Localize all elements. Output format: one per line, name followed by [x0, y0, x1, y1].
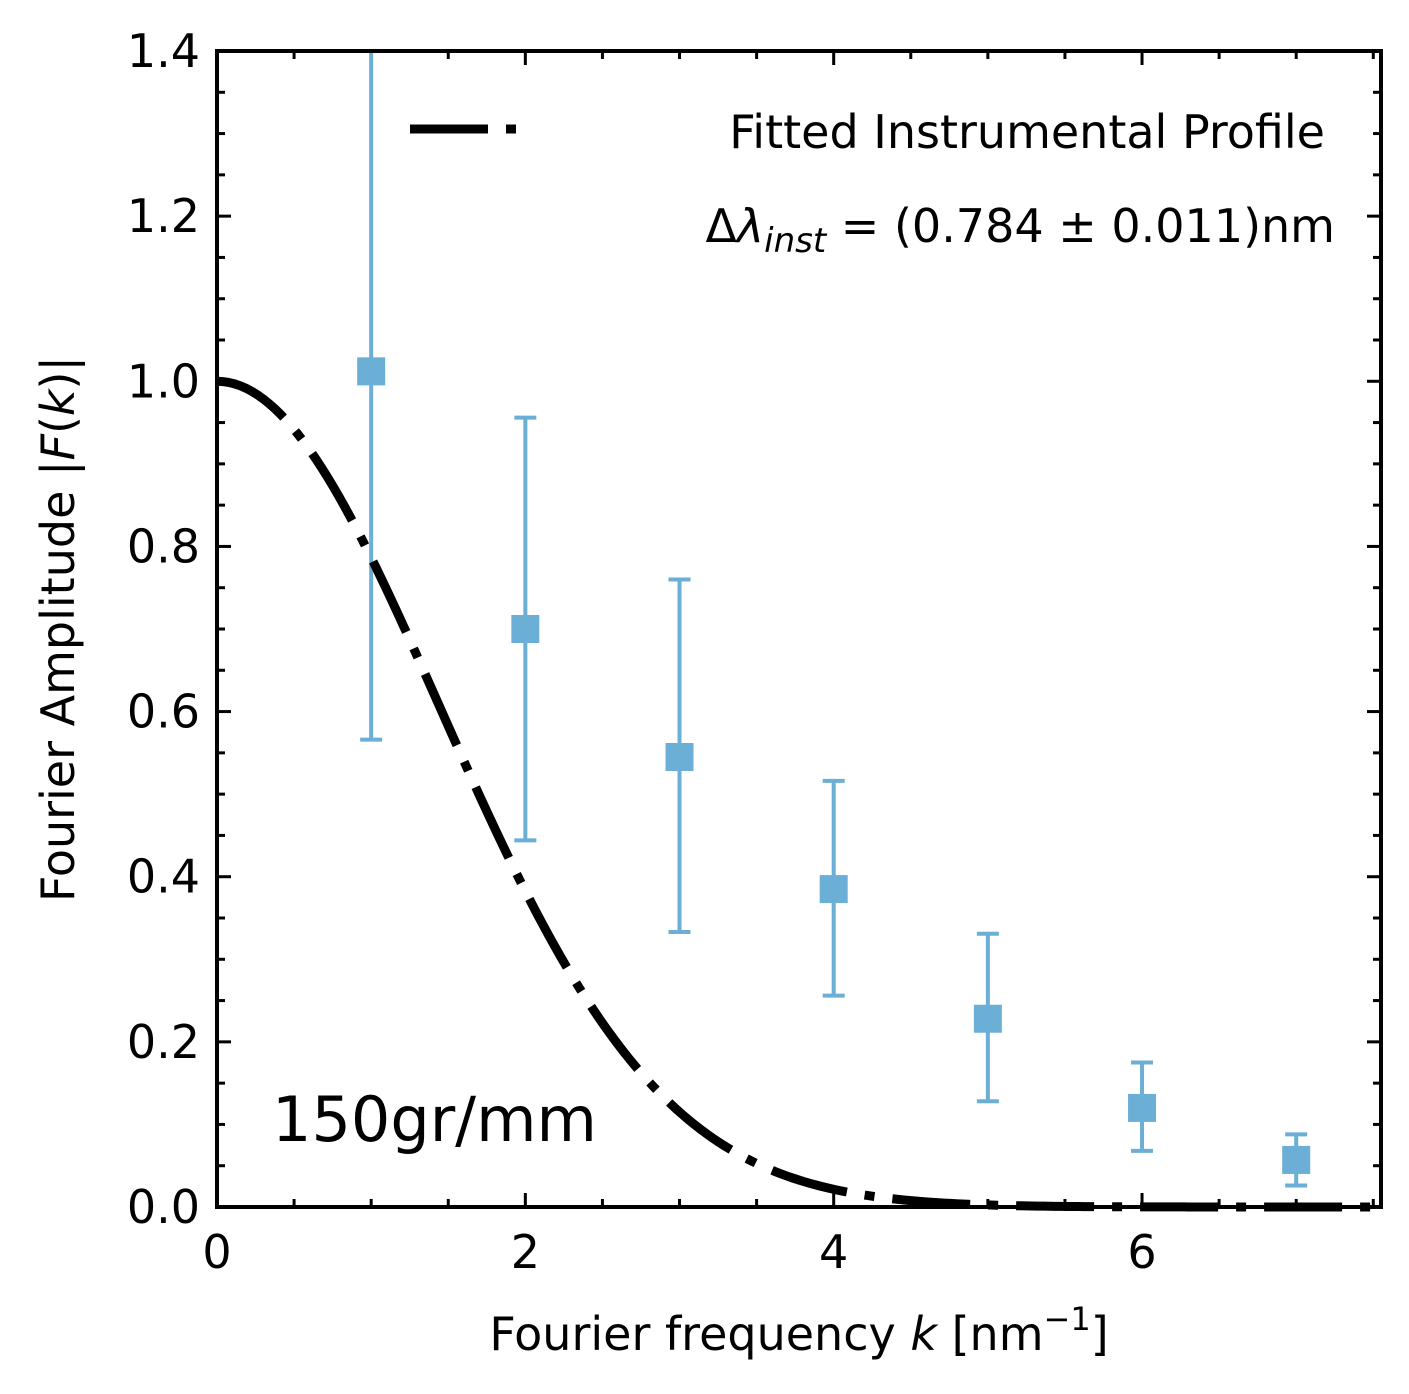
data-point-marker [973, 1004, 1002, 1033]
y-tick-label: 0.6 [127, 685, 200, 739]
data-layer [357, 49, 1311, 1188]
y-tick-label: 0.8 [127, 519, 200, 573]
data-point-marker [357, 357, 386, 386]
y-tick-label: 1.4 [127, 24, 200, 78]
y-axis-title: Fourier Amplitude |F(k)| [31, 356, 86, 902]
data-point-marker [511, 615, 540, 643]
data-point-marker [1282, 1145, 1311, 1174]
x-tick-labels: 0 2 4 6 [202, 1225, 1156, 1279]
y-tick-label: 1.0 [127, 354, 200, 408]
grating-annotation: 150gr/mm [272, 1083, 597, 1156]
x-tick-label: 0 [202, 1225, 231, 1279]
x-tick-label: 4 [819, 1225, 848, 1279]
y-tick-label: 0.2 [127, 1015, 200, 1069]
data-point-marker [665, 742, 694, 771]
legend-label: Fitted Instrumental Profile [729, 105, 1325, 159]
x-tick-label: 2 [511, 1225, 540, 1279]
data-point-marker [819, 875, 848, 904]
x-axis-title: Fourier frequency k [nm−1] [489, 1300, 1108, 1361]
axes-frame [215, 49, 1383, 1209]
y-tick-labels: 0.0 0.2 0.4 0.6 0.8 1.0 1.2 1.4 [127, 24, 200, 1234]
y-tick-label: 0.4 [127, 850, 200, 904]
legend: Fitted Instrumental Profile Δλinst = (0.… [410, 105, 1335, 261]
y-tick-label: 0.0 [127, 1180, 200, 1234]
x-tick-label: 6 [1127, 1225, 1156, 1279]
legend-delta-lambda: Δλinst = (0.784 ± 0.011)nm [705, 199, 1335, 261]
y-tick-label: 1.2 [127, 189, 200, 243]
data-point-marker [1128, 1093, 1157, 1122]
